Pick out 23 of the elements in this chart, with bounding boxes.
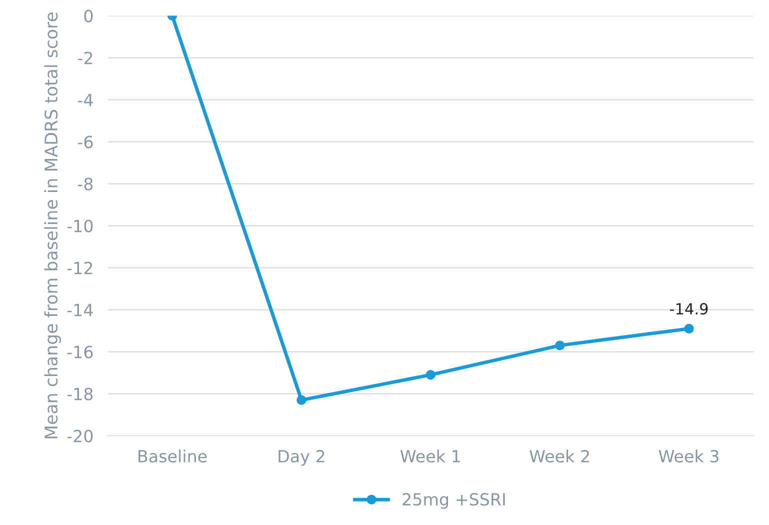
y-tick-label: -4 xyxy=(78,94,93,106)
y-tick-label: -14 xyxy=(67,304,93,316)
x-tick-label: Week 1 xyxy=(400,450,460,463)
y-tick-label: 0 xyxy=(84,10,93,22)
y-tick-label: -12 xyxy=(67,262,92,274)
y-tick-label: -8 xyxy=(78,178,93,190)
x-tick-label: Day 2 xyxy=(278,450,324,466)
y-tick-label: -20 xyxy=(67,430,93,442)
x-tick-label: Week 2 xyxy=(530,450,589,463)
x-tick-label: Week 3 xyxy=(658,450,718,463)
legend-label: 25mg +SSRI xyxy=(402,493,505,509)
y-tick-label: -2 xyxy=(78,52,92,64)
y-tick-label: -16 xyxy=(67,346,93,358)
point xyxy=(426,370,436,380)
y-axis-title: Mean change from baseline in MADRS total score xyxy=(44,12,61,438)
y-tick-label: -6 xyxy=(78,136,93,148)
x-tick-label: Baseline xyxy=(138,450,207,463)
data-label: -14.9 xyxy=(670,303,708,315)
point xyxy=(296,395,306,405)
y-tick-label: -10 xyxy=(67,220,93,232)
y-tick-label: -18 xyxy=(67,388,93,400)
point xyxy=(554,340,565,350)
point xyxy=(684,324,694,334)
